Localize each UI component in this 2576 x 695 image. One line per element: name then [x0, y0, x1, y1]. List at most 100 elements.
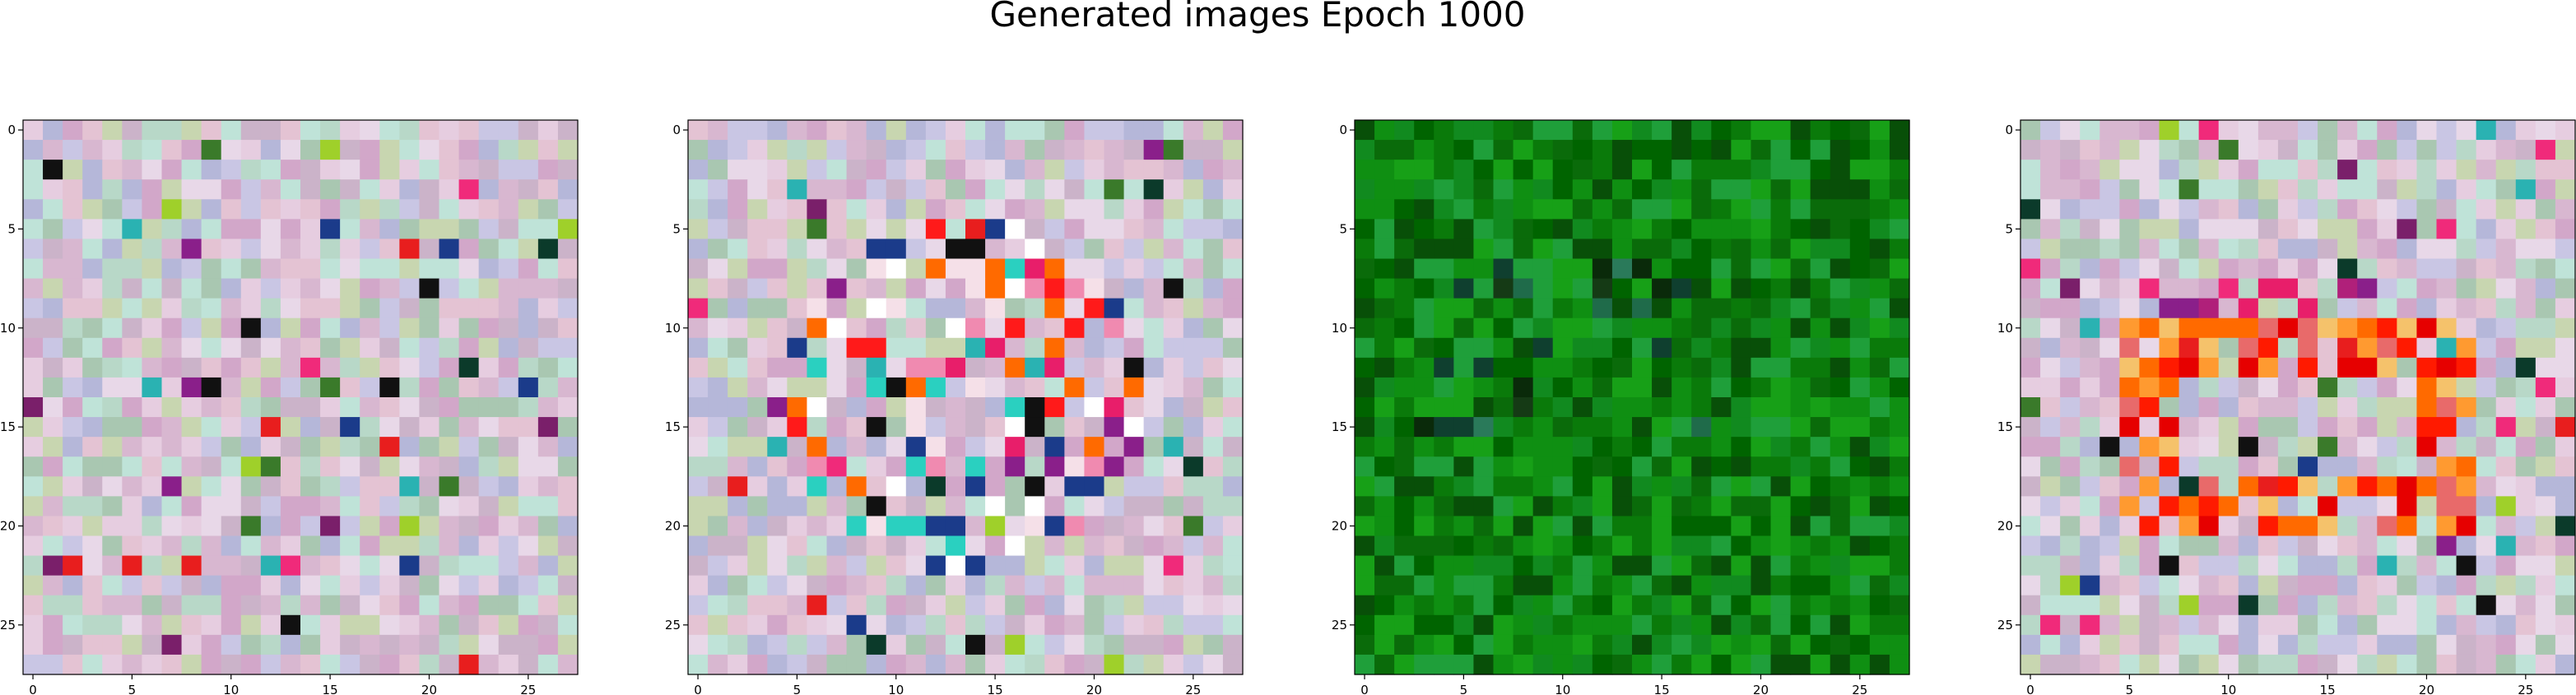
pixel [1672, 496, 1692, 517]
pixel [905, 634, 927, 656]
pixel [1123, 278, 1145, 299]
pixel [1611, 535, 1633, 557]
pixel [1394, 437, 1415, 457]
pixel [2040, 219, 2061, 240]
pixel [1084, 595, 1105, 616]
pixel [965, 437, 986, 457]
pixel [925, 476, 946, 497]
pixel [2495, 278, 2517, 299]
pixel [478, 575, 500, 596]
y-tick-label: 0 [672, 123, 681, 137]
pixel [1453, 337, 1475, 359]
pixel [1810, 634, 1831, 656]
pixel [518, 219, 539, 240]
pixel [945, 437, 966, 457]
pixel [846, 397, 867, 418]
pixel [280, 555, 301, 577]
pixel [43, 614, 63, 636]
pixel [478, 239, 500, 260]
pixel [1473, 377, 1495, 398]
pixel [826, 239, 848, 260]
pixel [240, 199, 262, 220]
pixel [728, 120, 748, 141]
pixel [1652, 535, 1672, 557]
pixel [1572, 575, 1593, 596]
pixel [2198, 160, 2220, 180]
pixel [23, 417, 44, 438]
pixel [1632, 437, 1653, 457]
pixel [1123, 496, 1145, 517]
pixel [1611, 258, 1633, 280]
pixel [1830, 595, 1851, 616]
pixel [201, 357, 222, 378]
pixel [2178, 535, 2200, 557]
pixel [1790, 456, 1811, 477]
pixel [23, 397, 44, 418]
pixel [1064, 437, 1086, 457]
pixel [2337, 496, 2358, 517]
pixel [181, 634, 202, 656]
pixel [2080, 516, 2100, 537]
pixel [1513, 199, 1534, 220]
pixel [2198, 476, 2220, 497]
pixel [2318, 437, 2338, 457]
pixel [1611, 179, 1633, 200]
pixel [260, 614, 281, 636]
pixel [181, 179, 202, 200]
pixel [1869, 417, 1890, 438]
pixel [280, 258, 301, 280]
pixel [2416, 179, 2438, 200]
pixel [2535, 595, 2556, 616]
pixel [1493, 298, 1514, 319]
pixel [518, 357, 539, 378]
pixel [2416, 516, 2438, 537]
pixel [2020, 654, 2041, 675]
pixel [2298, 476, 2318, 497]
pixel [1355, 377, 1375, 398]
pixel [2277, 496, 2299, 517]
pixel [280, 377, 301, 398]
pixel [458, 397, 480, 418]
pixel [2178, 357, 2200, 378]
pixel [1374, 160, 1395, 180]
pixel [2159, 317, 2180, 339]
pixel [2357, 614, 2378, 636]
pixel [1849, 437, 1871, 457]
pixel [2020, 239, 2041, 260]
pixel [886, 337, 907, 359]
pixel [1414, 535, 1434, 557]
pixel [1652, 555, 1672, 577]
pixel [458, 337, 480, 359]
pixel [1751, 160, 1772, 180]
pixel [965, 239, 986, 260]
pixel [2080, 120, 2100, 141]
pixel [340, 140, 360, 160]
pixel [2060, 516, 2081, 537]
pixel [1770, 357, 1792, 378]
pixel [2397, 575, 2418, 596]
pixel [2277, 397, 2299, 418]
pixel [1751, 278, 1772, 299]
pixel [2020, 516, 2041, 537]
pixel [23, 120, 44, 141]
axes-frame [22, 119, 579, 675]
pixel [419, 437, 440, 457]
pixel [102, 219, 123, 240]
pixel [1731, 258, 1752, 280]
axes-frame [2020, 119, 2576, 675]
x-tick-label: 25 [1852, 683, 1867, 695]
pixel [1064, 357, 1086, 378]
pixel [1394, 634, 1415, 656]
pixel [201, 140, 222, 160]
pixel [1592, 535, 1613, 557]
pixel [2178, 456, 2200, 477]
pixel [122, 456, 143, 477]
pixel [1672, 337, 1692, 359]
pixel [846, 456, 867, 477]
pixel [181, 614, 202, 636]
pixel [478, 437, 500, 457]
pixel [1355, 278, 1375, 299]
pixel [320, 575, 341, 596]
pixel [43, 357, 63, 378]
pixel [1790, 199, 1811, 220]
